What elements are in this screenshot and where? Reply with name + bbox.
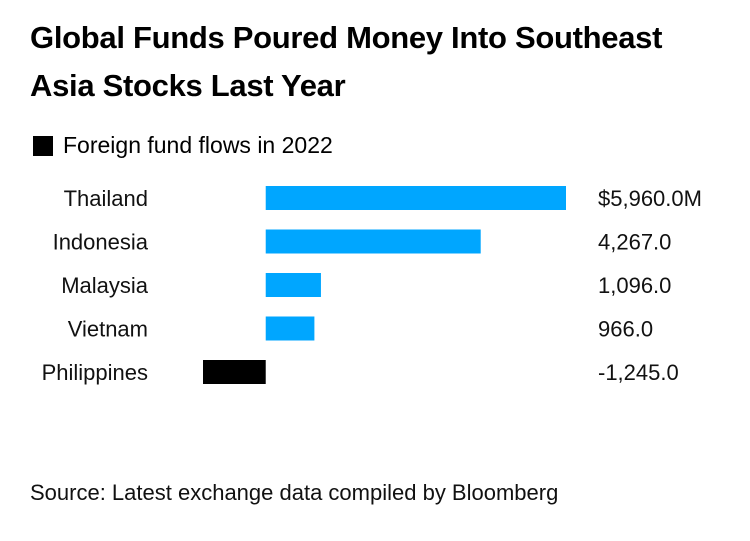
- value-label: 4,267.0: [598, 230, 671, 255]
- category-label: Malaysia: [61, 273, 149, 298]
- value-label: 1,096.0: [598, 273, 671, 298]
- source-note: Source: Latest exchange data compiled by…: [30, 480, 559, 505]
- bar: [265, 316, 315, 341]
- legend: Foreign fund flows in 2022: [33, 132, 333, 159]
- legend-swatch: [33, 135, 53, 156]
- value-label: 966.0: [598, 317, 653, 342]
- value-label: $5,960.0M: [598, 186, 702, 211]
- bar: [265, 273, 321, 297]
- category-label: Indonesia: [53, 230, 149, 255]
- chart-title: Global Funds Poured Money Into Southeast…: [30, 20, 663, 103]
- bar: [265, 229, 481, 254]
- bar: [203, 360, 266, 384]
- category-label: Thailand: [64, 186, 148, 211]
- legend-label: Foreign fund flows in 2022: [63, 132, 333, 158]
- category-label: Vietnam: [68, 317, 148, 342]
- bar: [265, 186, 566, 210]
- category-label: Philippines: [42, 360, 148, 385]
- value-label: -1,245.0: [598, 360, 679, 385]
